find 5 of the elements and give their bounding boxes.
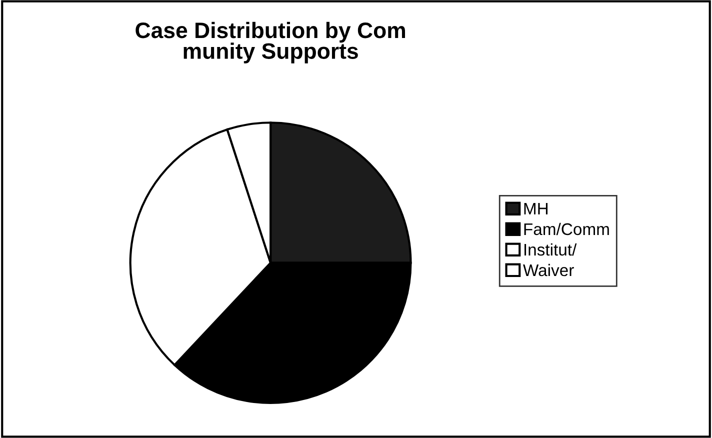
- legend-label: MH: [524, 202, 548, 214]
- legend-label: Institut/: [524, 243, 577, 256]
- legend-label: Fam/Comm: [524, 222, 609, 236]
- legend-label: Waiver: [523, 264, 574, 276]
- chart-title: Case Distribution by Com munity Supports: [136, 22, 406, 64]
